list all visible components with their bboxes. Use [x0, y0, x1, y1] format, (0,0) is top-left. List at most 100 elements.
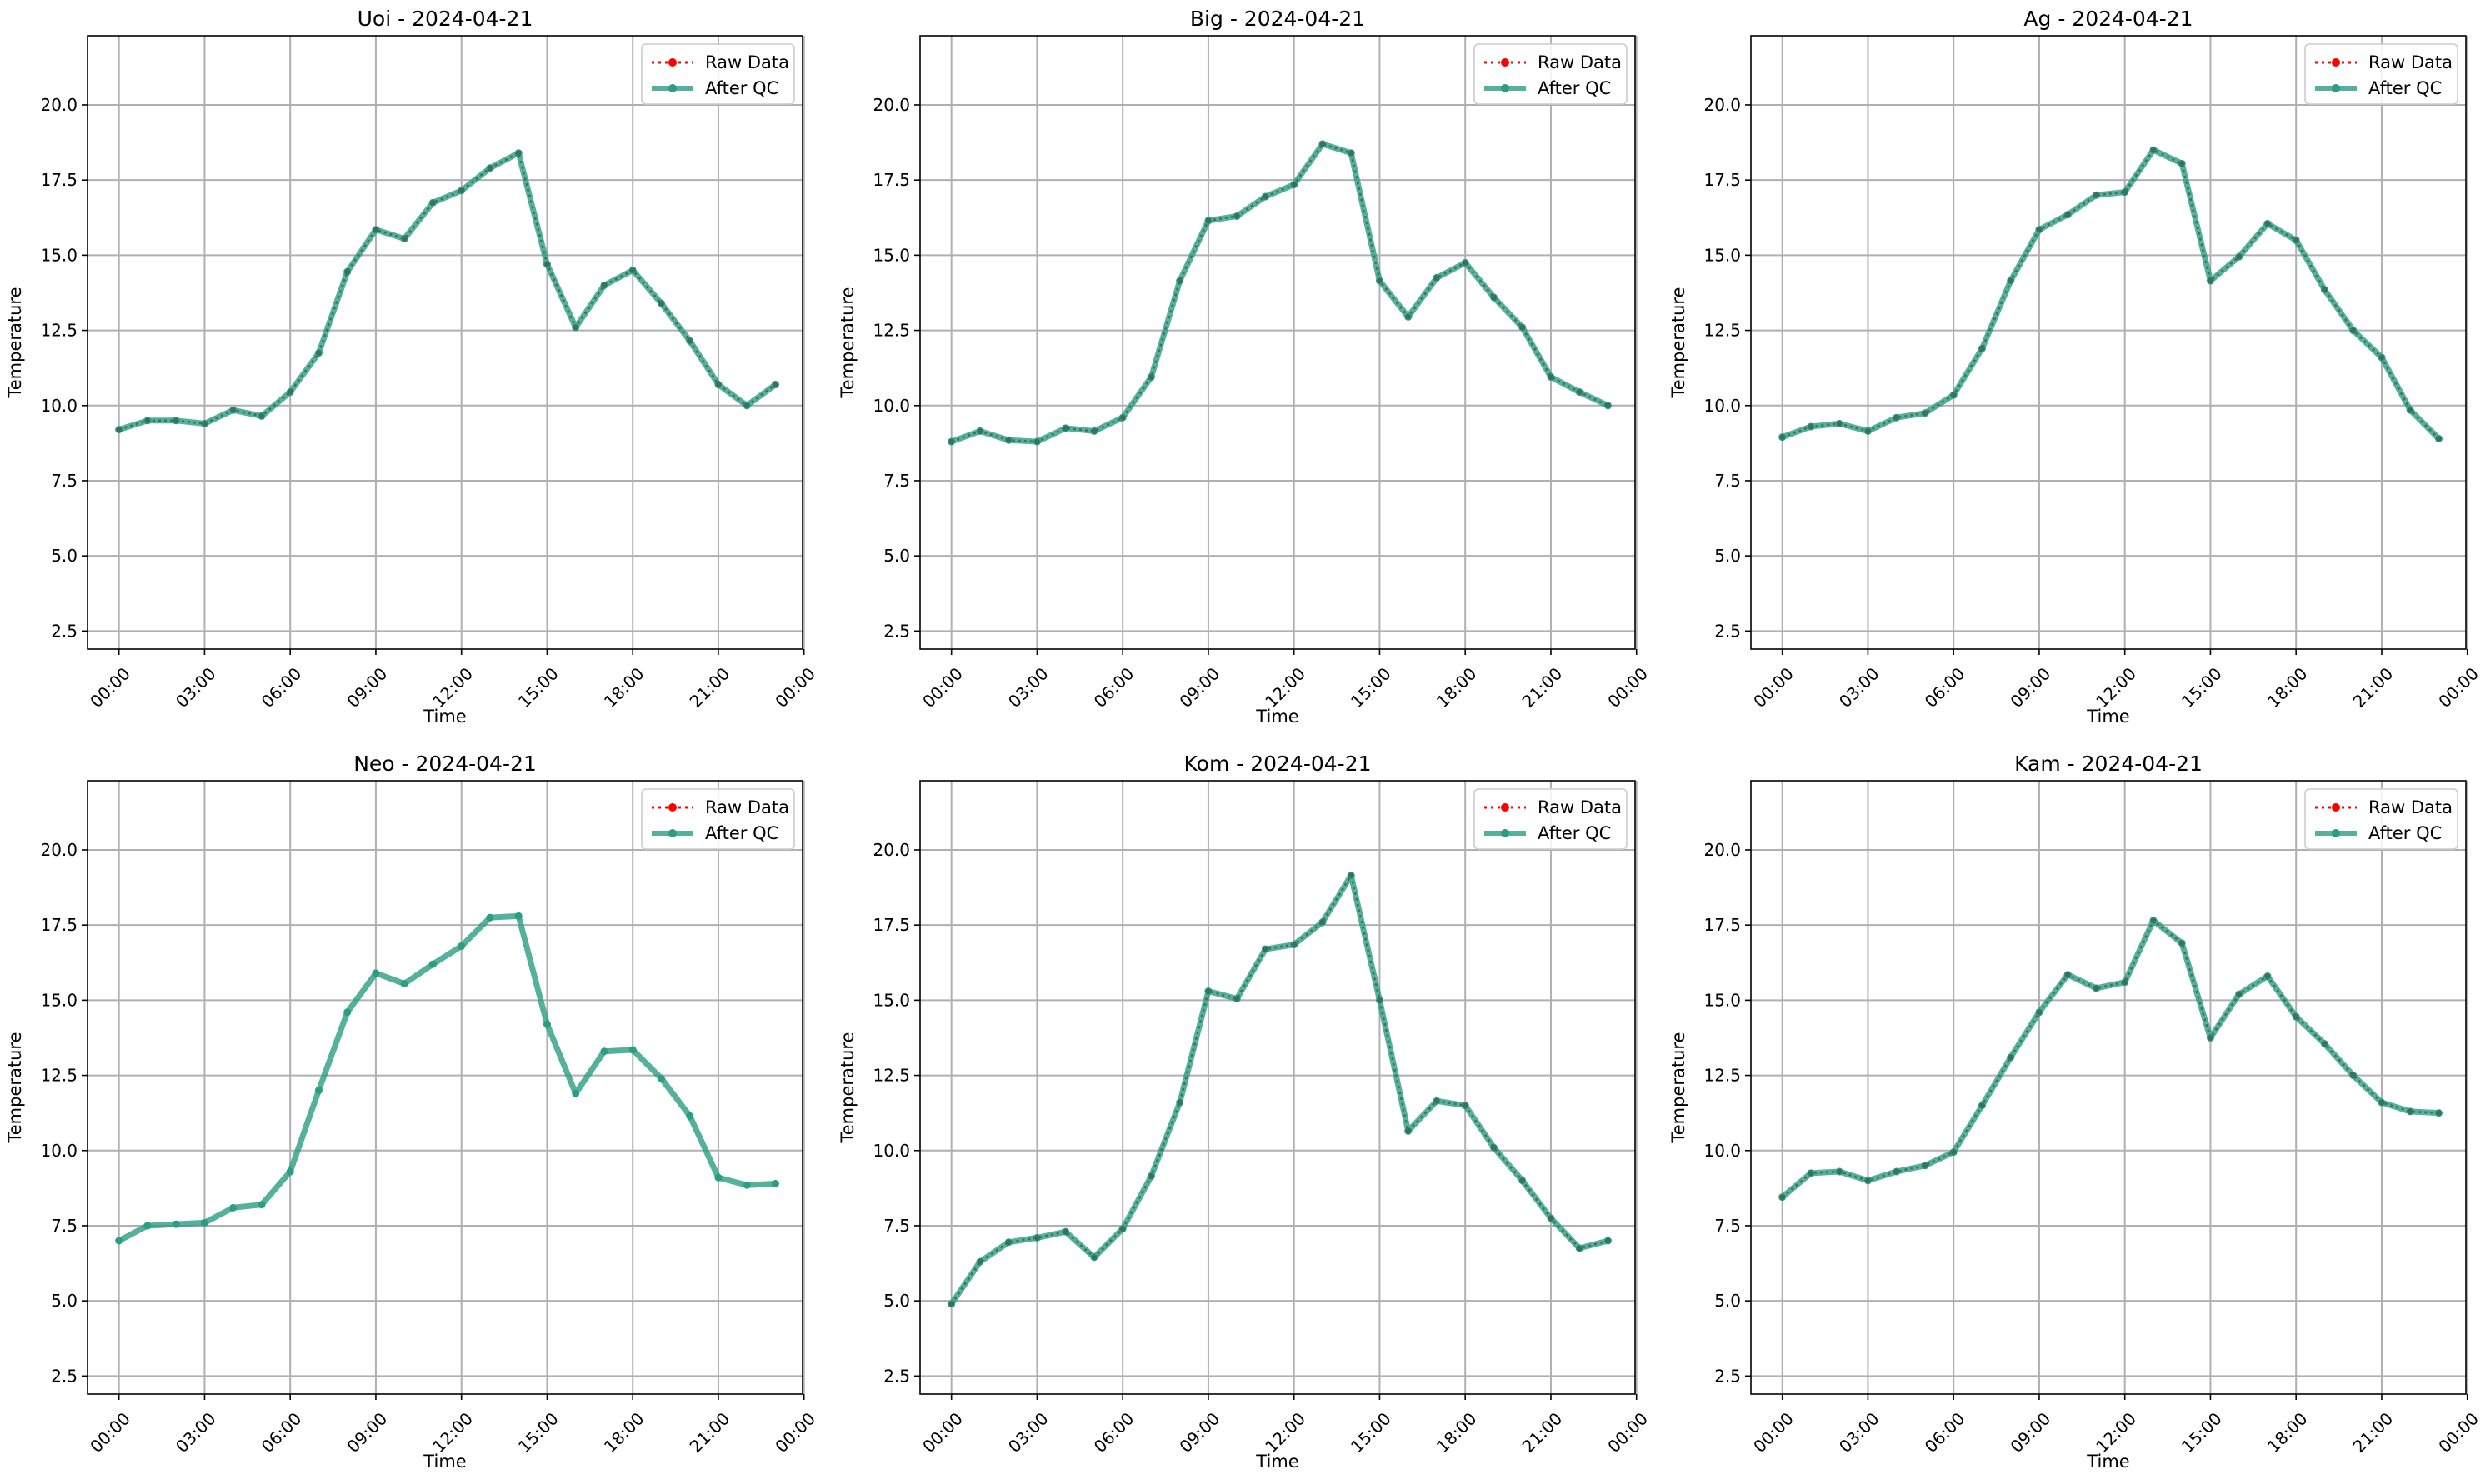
- legend-marker-raw-data: [1501, 58, 1509, 67]
- data-point-raw-data: [1836, 1168, 1843, 1175]
- data-point-raw-data: [2178, 161, 2185, 167]
- chart-panel-5: 2.5 5.0 7.5 10.0 12.5 15.0 17.5 20.0 00:00 03:00 0…: [838, 752, 1652, 1472]
- data-point-after-qc: [628, 1046, 637, 1054]
- x-tick-label: 15:00: [1347, 1408, 1395, 1457]
- data-point-after-qc: [115, 1237, 123, 1245]
- data-point-raw-data: [116, 1238, 121, 1243]
- data-point-raw-data: [1463, 1102, 1468, 1108]
- data-point-raw-data: [1865, 428, 1871, 434]
- data-point-after-qc: [743, 1181, 751, 1189]
- y-tick-label: 7.5: [1714, 1216, 1741, 1236]
- data-point-raw-data: [1922, 1162, 1928, 1169]
- x-tick-label: 03:00: [172, 663, 220, 712]
- data-point-raw-data: [1348, 872, 1354, 878]
- y-tick-label: 10.0: [1703, 396, 1741, 416]
- data-point-raw-data: [2350, 1072, 2356, 1078]
- data-point-raw-data: [2122, 979, 2128, 985]
- data-point-after-qc: [771, 1179, 779, 1187]
- chart-title: Kam - 2024-04-21: [2014, 752, 2203, 776]
- legend-label-raw-data: Raw Data: [705, 52, 789, 72]
- x-axis-label: Time: [423, 1452, 466, 1472]
- data-point-raw-data: [2178, 940, 2185, 947]
- x-tick-label: 06:00: [1090, 663, 1138, 712]
- data-point-raw-data: [287, 389, 293, 395]
- data-point-raw-data: [402, 981, 407, 986]
- data-point-raw-data: [344, 1010, 349, 1015]
- data-point-raw-data: [1922, 410, 1928, 416]
- series-line-raw-data: [118, 151, 777, 431]
- data-point-after-qc: [600, 1047, 608, 1056]
- data-point-after-qc: [428, 960, 437, 968]
- y-tick-label: 12.5: [1703, 1066, 1741, 1086]
- data-point-raw-data: [2264, 973, 2271, 979]
- data-point-raw-data: [173, 417, 179, 424]
- data-point-raw-data: [2008, 1054, 2013, 1061]
- data-point-raw-data: [602, 1049, 607, 1054]
- x-tick-label: 00:00: [1749, 1408, 1798, 1457]
- data-point-raw-data: [259, 1202, 264, 1207]
- x-tick-label: 00:00: [86, 1408, 134, 1457]
- chart-panel-4: 2.5 5.0 7.5 10.0 12.5 15.0 17.5 20.0 00:00 03:00 0…: [5, 752, 819, 1472]
- chart-title: Kom - 2024-04-21: [1184, 752, 1372, 776]
- data-point-raw-data: [1177, 277, 1183, 284]
- x-tick-label: 00:00: [771, 663, 819, 712]
- x-tick-label: 09:00: [1175, 1408, 1223, 1457]
- data-point-raw-data: [458, 943, 463, 948]
- chart-title: Uoi - 2024-04-21: [358, 7, 533, 31]
- data-point-raw-data: [401, 236, 408, 242]
- legend-label-raw-data: Raw Data: [705, 797, 789, 817]
- y-tick-label: 2.5: [883, 1366, 910, 1386]
- data-point-raw-data: [1548, 1215, 1554, 1222]
- data-point-raw-data: [2378, 1099, 2385, 1106]
- data-point-raw-data: [373, 227, 379, 232]
- data-point-raw-data: [744, 402, 750, 408]
- y-tick-label: 12.5: [873, 1066, 910, 1086]
- y-tick-label: 12.5: [1703, 321, 1741, 341]
- plot-frame: [1750, 35, 2467, 650]
- data-point-raw-data: [1808, 1170, 1814, 1177]
- data-point-raw-data: [2122, 189, 2128, 195]
- x-tick-label: 03:00: [1004, 1408, 1053, 1457]
- plot-frame: [919, 35, 1636, 650]
- legend-marker-after-qc: [1501, 84, 1509, 92]
- legend-label-after-qc: After QC: [705, 78, 778, 98]
- x-tick-label: 09:00: [1175, 663, 1223, 712]
- y-tick-label: 7.5: [51, 1216, 78, 1236]
- y-tick-label: 5.0: [883, 1291, 910, 1311]
- data-point-raw-data: [1291, 182, 1297, 187]
- data-point-raw-data: [1979, 346, 1985, 352]
- legend-label-after-qc: After QC: [1538, 78, 1611, 98]
- data-point-raw-data: [2350, 327, 2356, 333]
- data-point-raw-data: [1205, 217, 1212, 224]
- data-point-raw-data: [688, 1113, 693, 1118]
- x-tick-label: 18:00: [2263, 1408, 2312, 1457]
- y-tick-label: 17.5: [1703, 915, 1741, 935]
- data-point-raw-data: [1979, 1102, 1985, 1108]
- data-point-raw-data: [1263, 946, 1268, 952]
- data-point-raw-data: [1405, 1128, 1411, 1134]
- x-tick-label: 18:00: [1433, 1408, 1481, 1457]
- x-tick-label: 00:00: [86, 663, 134, 712]
- x-axis-label: Time: [2086, 707, 2129, 727]
- x-tick-label: 09:00: [343, 1408, 391, 1457]
- data-point-raw-data: [1519, 324, 1525, 331]
- data-point-raw-data: [687, 337, 693, 344]
- y-tick-label: 10.0: [40, 1141, 78, 1161]
- data-point-raw-data: [2208, 277, 2213, 284]
- legend-label-raw-data: Raw Data: [2368, 52, 2453, 72]
- data-point-raw-data: [145, 1223, 150, 1228]
- x-tick-label: 21:00: [2349, 663, 2398, 712]
- y-tick-label: 17.5: [40, 170, 78, 190]
- y-axis-label: Temperature: [5, 287, 25, 398]
- data-point-after-qc: [657, 1074, 665, 1082]
- data-point-raw-data: [658, 1076, 663, 1081]
- y-tick-label: 2.5: [51, 621, 78, 641]
- data-point-raw-data: [373, 971, 378, 976]
- data-point-after-qc: [172, 1220, 180, 1228]
- chart-panel-6: 2.5 5.0 7.5 10.0 12.5 15.0 17.5 20.0 00:00 03:00 0…: [1668, 752, 2483, 1472]
- data-point-raw-data: [2093, 985, 2099, 992]
- x-tick-label: 03:00: [172, 1408, 220, 1457]
- data-point-after-qc: [543, 1020, 551, 1028]
- x-axis-label: Time: [1255, 707, 1298, 727]
- plot-frame: [1750, 780, 2467, 1395]
